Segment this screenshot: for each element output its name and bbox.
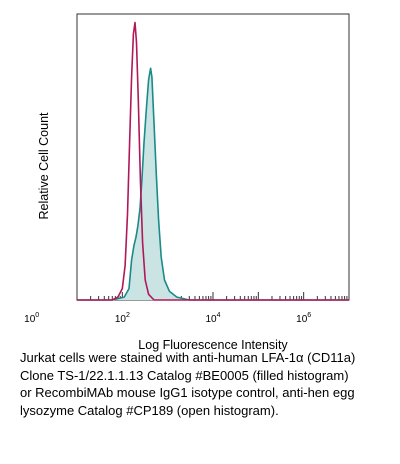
y-axis-label: Relative Cell Count [37, 112, 51, 220]
caption-line: Jurkat cells were stained with anti-huma… [20, 350, 356, 365]
figure-caption: Jurkat cells were stained with anti-huma… [20, 349, 392, 419]
caption-line: Clone TS-1/22.1.1.13 Catalog #BE0005 (fi… [20, 367, 349, 383]
x-tick-label: 106 [296, 312, 311, 325]
x-tick-label: 104 [205, 312, 220, 325]
x-tick-labels: 100 102 104 106 [24, 312, 311, 325]
plot-frame [76, 13, 350, 301]
x-tick-label: 102 [115, 312, 130, 325]
x-axis-label: Log Fluorescence Intensity [138, 338, 288, 352]
filled-histogram-area [77, 68, 349, 300]
caption-line: or RecombiMAb mouse IgG1 isotype control… [20, 385, 355, 401]
x-tick-label: 100 [24, 312, 39, 325]
filled-histogram-line [77, 67, 349, 301]
caption-line: lysozyme Catalog #CP189 (open histogram)… [20, 402, 279, 418]
open-histogram-line [77, 21, 349, 301]
histogram-series [77, 21, 349, 301]
